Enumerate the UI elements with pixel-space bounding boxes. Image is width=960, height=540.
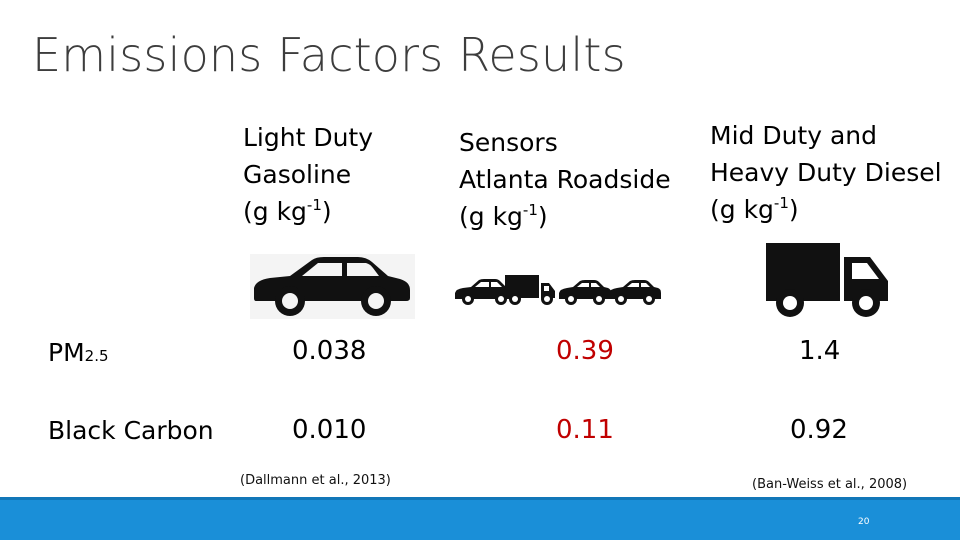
header-heavy-line1: Mid Duty and (710, 121, 878, 150)
value-pm25-heavy-duty: 1.4 (799, 336, 841, 366)
value-pm25-sensors: 0.39 (556, 336, 614, 366)
slide-title: Emissions Factors Results (32, 28, 626, 82)
value-pm25-light-duty: 0.038 (292, 336, 367, 366)
header-heavy-unit: (g kg-1) (710, 194, 799, 224)
header-sensors-line1: Sensors (459, 128, 558, 157)
truck-icon (766, 243, 888, 317)
header-sensors-unit: (g kg-1) (459, 201, 548, 231)
header-light-duty: Light Duty Gasoline (g kg-1) (243, 119, 373, 230)
row-label-pm25: PM2.5 (48, 338, 109, 367)
page-number: 20 (858, 517, 870, 527)
value-bc-sensors: 0.11 (556, 415, 614, 445)
traffic-car-icon (559, 280, 611, 305)
car-icon (250, 254, 415, 319)
footer-strip (0, 497, 960, 500)
citation-ban-weiss: (Ban-Weiss et al., 2008) (752, 477, 908, 492)
citation-dallmann: (Dallmann et al., 2013) (240, 473, 391, 488)
traffic-car-icon (609, 280, 661, 305)
header-light-line1: Light Duty (243, 123, 374, 152)
footer-bar (0, 497, 960, 540)
value-bc-light-duty: 0.010 (292, 415, 367, 445)
header-heavy-duty: Mid Duty and Heavy Duty Diesel (g kg-1) (710, 117, 942, 228)
traffic-car-icon (455, 279, 515, 305)
value-bc-heavy-duty: 0.92 (790, 415, 848, 445)
header-light-line2: Gasoline (243, 160, 352, 189)
header-sensors: Sensors Atlanta Roadside (g kg-1) (459, 124, 671, 235)
header-light-unit: (g kg-1) (243, 196, 332, 226)
header-heavy-line2: Heavy Duty Diesel (710, 158, 942, 187)
traffic-truck-icon (505, 275, 555, 305)
traffic-icon (455, 275, 661, 305)
header-sensors-line2: Atlanta Roadside (459, 165, 671, 194)
row-label-black-carbon: Black Carbon (48, 416, 214, 445)
